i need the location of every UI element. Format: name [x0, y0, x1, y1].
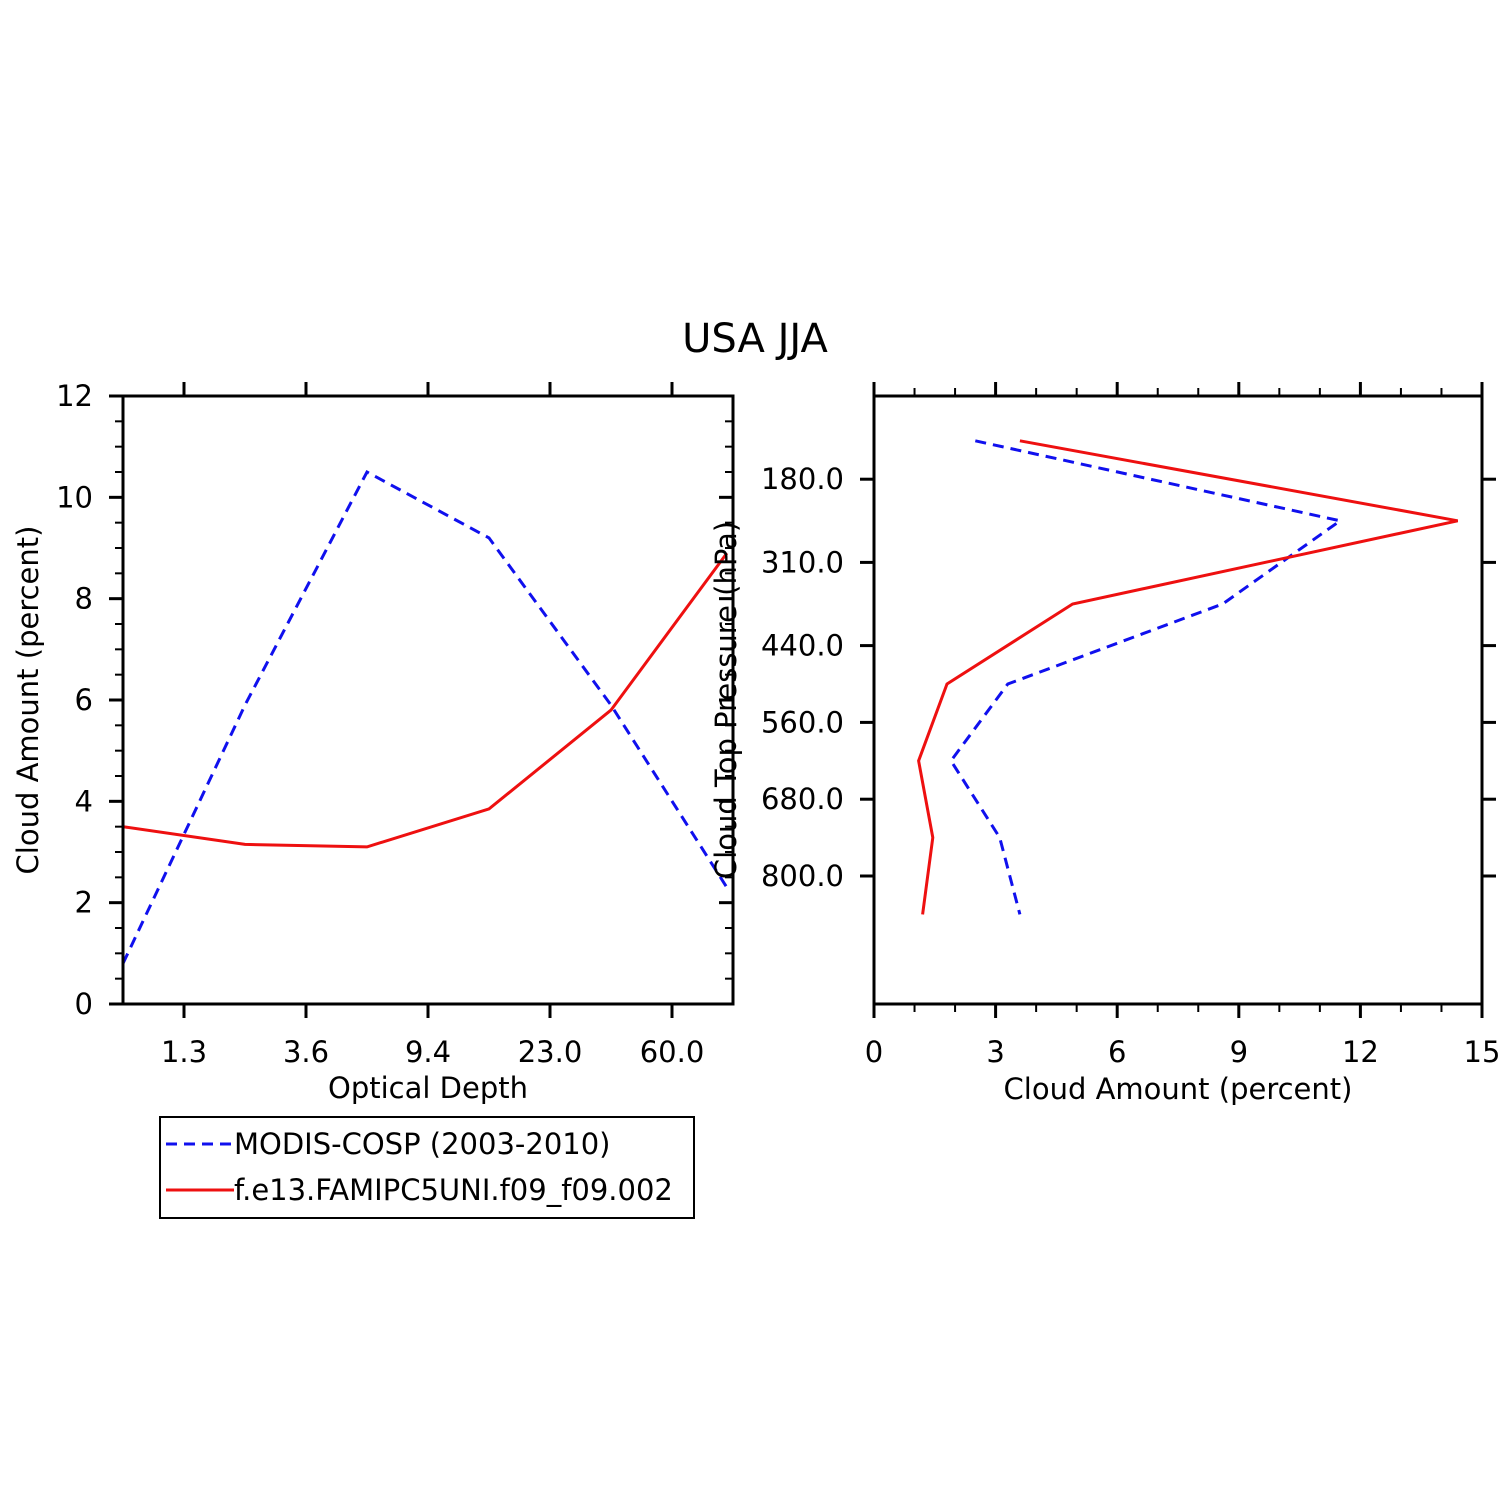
- left-panel-optical-depth: 0 2 4 6 8 10 12 1.3 3.6 9.4 23.0 60.0 Optical Depth…: [11, 379, 735, 1105]
- legend: MODIS-COSP (2003-2010) f.e13.FAMIPC5UNI.…: [159, 1116, 695, 1219]
- left-y-tick-label: 2: [75, 886, 93, 920]
- right-y-tick-label: 310.0: [761, 545, 844, 579]
- right-x-tick-label: 9: [1230, 1035, 1248, 1069]
- left-x-axis-label: Optical Depth: [328, 1071, 528, 1105]
- right-series-lines: [917, 439, 1459, 915]
- legend-label-model: f.e13.FAMIPC5UNI.f09_f09.002: [234, 1173, 673, 1207]
- right-x-tick-label: 0: [865, 1035, 883, 1069]
- right-series-line-modis: [949, 439, 1344, 915]
- left-y-tick-label: 0: [75, 987, 93, 1021]
- right-y-tick-label: 680.0: [761, 782, 844, 816]
- left-axis-ticks: 0 2 4 6 8 10 12 1.3 3.6 9.4 23.0 60.0: [56, 379, 733, 1069]
- left-x-tick-label: 23.0: [518, 1035, 583, 1069]
- left-x-tick-label: 3.6: [283, 1035, 329, 1069]
- right-y-tick-label: 560.0: [761, 705, 844, 739]
- left-y-tick-label: 12: [56, 379, 93, 413]
- right-y-axis-label: Cloud Top Pressure (hPa): [709, 521, 743, 879]
- left-series-lines: [121, 469, 729, 965]
- right-x-axis-label: Cloud Amount (percent): [1004, 1072, 1353, 1106]
- right-plot-frame: [872, 394, 1484, 1006]
- right-x-tick-label: 15: [1464, 1035, 1501, 1069]
- left-x-tick-label: 60.0: [640, 1035, 705, 1069]
- left-plot-frame: [121, 394, 735, 1006]
- legend-box: [159, 1116, 695, 1219]
- left-x-tick-label: 9.4: [405, 1035, 451, 1069]
- left-y-tick-label: 10: [56, 480, 93, 514]
- right-x-tick-label: 12: [1342, 1035, 1379, 1069]
- right-x-tick-label: 6: [1108, 1035, 1126, 1069]
- right-y-tick-label: 440.0: [761, 629, 844, 663]
- right-series-line-model: [917, 439, 1459, 915]
- left-series-line-model: [122, 552, 729, 849]
- right-panel-cloud-top-pressure: 0 3 6 9 12 15 180.0 310.0 440.0 560.0 680.0 800.0 C…: [709, 382, 1500, 1106]
- left-x-tick-label: 1.3: [161, 1035, 207, 1069]
- right-x-tick-label: 3: [986, 1035, 1004, 1069]
- legend-label-modis: MODIS-COSP (2003-2010): [234, 1127, 611, 1161]
- right-axis-ticks: 0 3 6 9 12 15 180.0 310.0 440.0 560.0 680.0 800.0: [761, 382, 1500, 1069]
- right-y-tick-label: 180.0: [761, 462, 844, 496]
- left-y-axis-label: Cloud Amount (percent): [11, 526, 45, 875]
- right-y-tick-label: 800.0: [761, 859, 844, 893]
- figure-title: USA JJA: [682, 316, 828, 362]
- left-y-tick-label: 6: [75, 683, 93, 717]
- left-y-tick-label: 4: [75, 784, 93, 818]
- left-y-tick-label: 8: [75, 582, 93, 616]
- left-series-line-modis: [121, 469, 729, 965]
